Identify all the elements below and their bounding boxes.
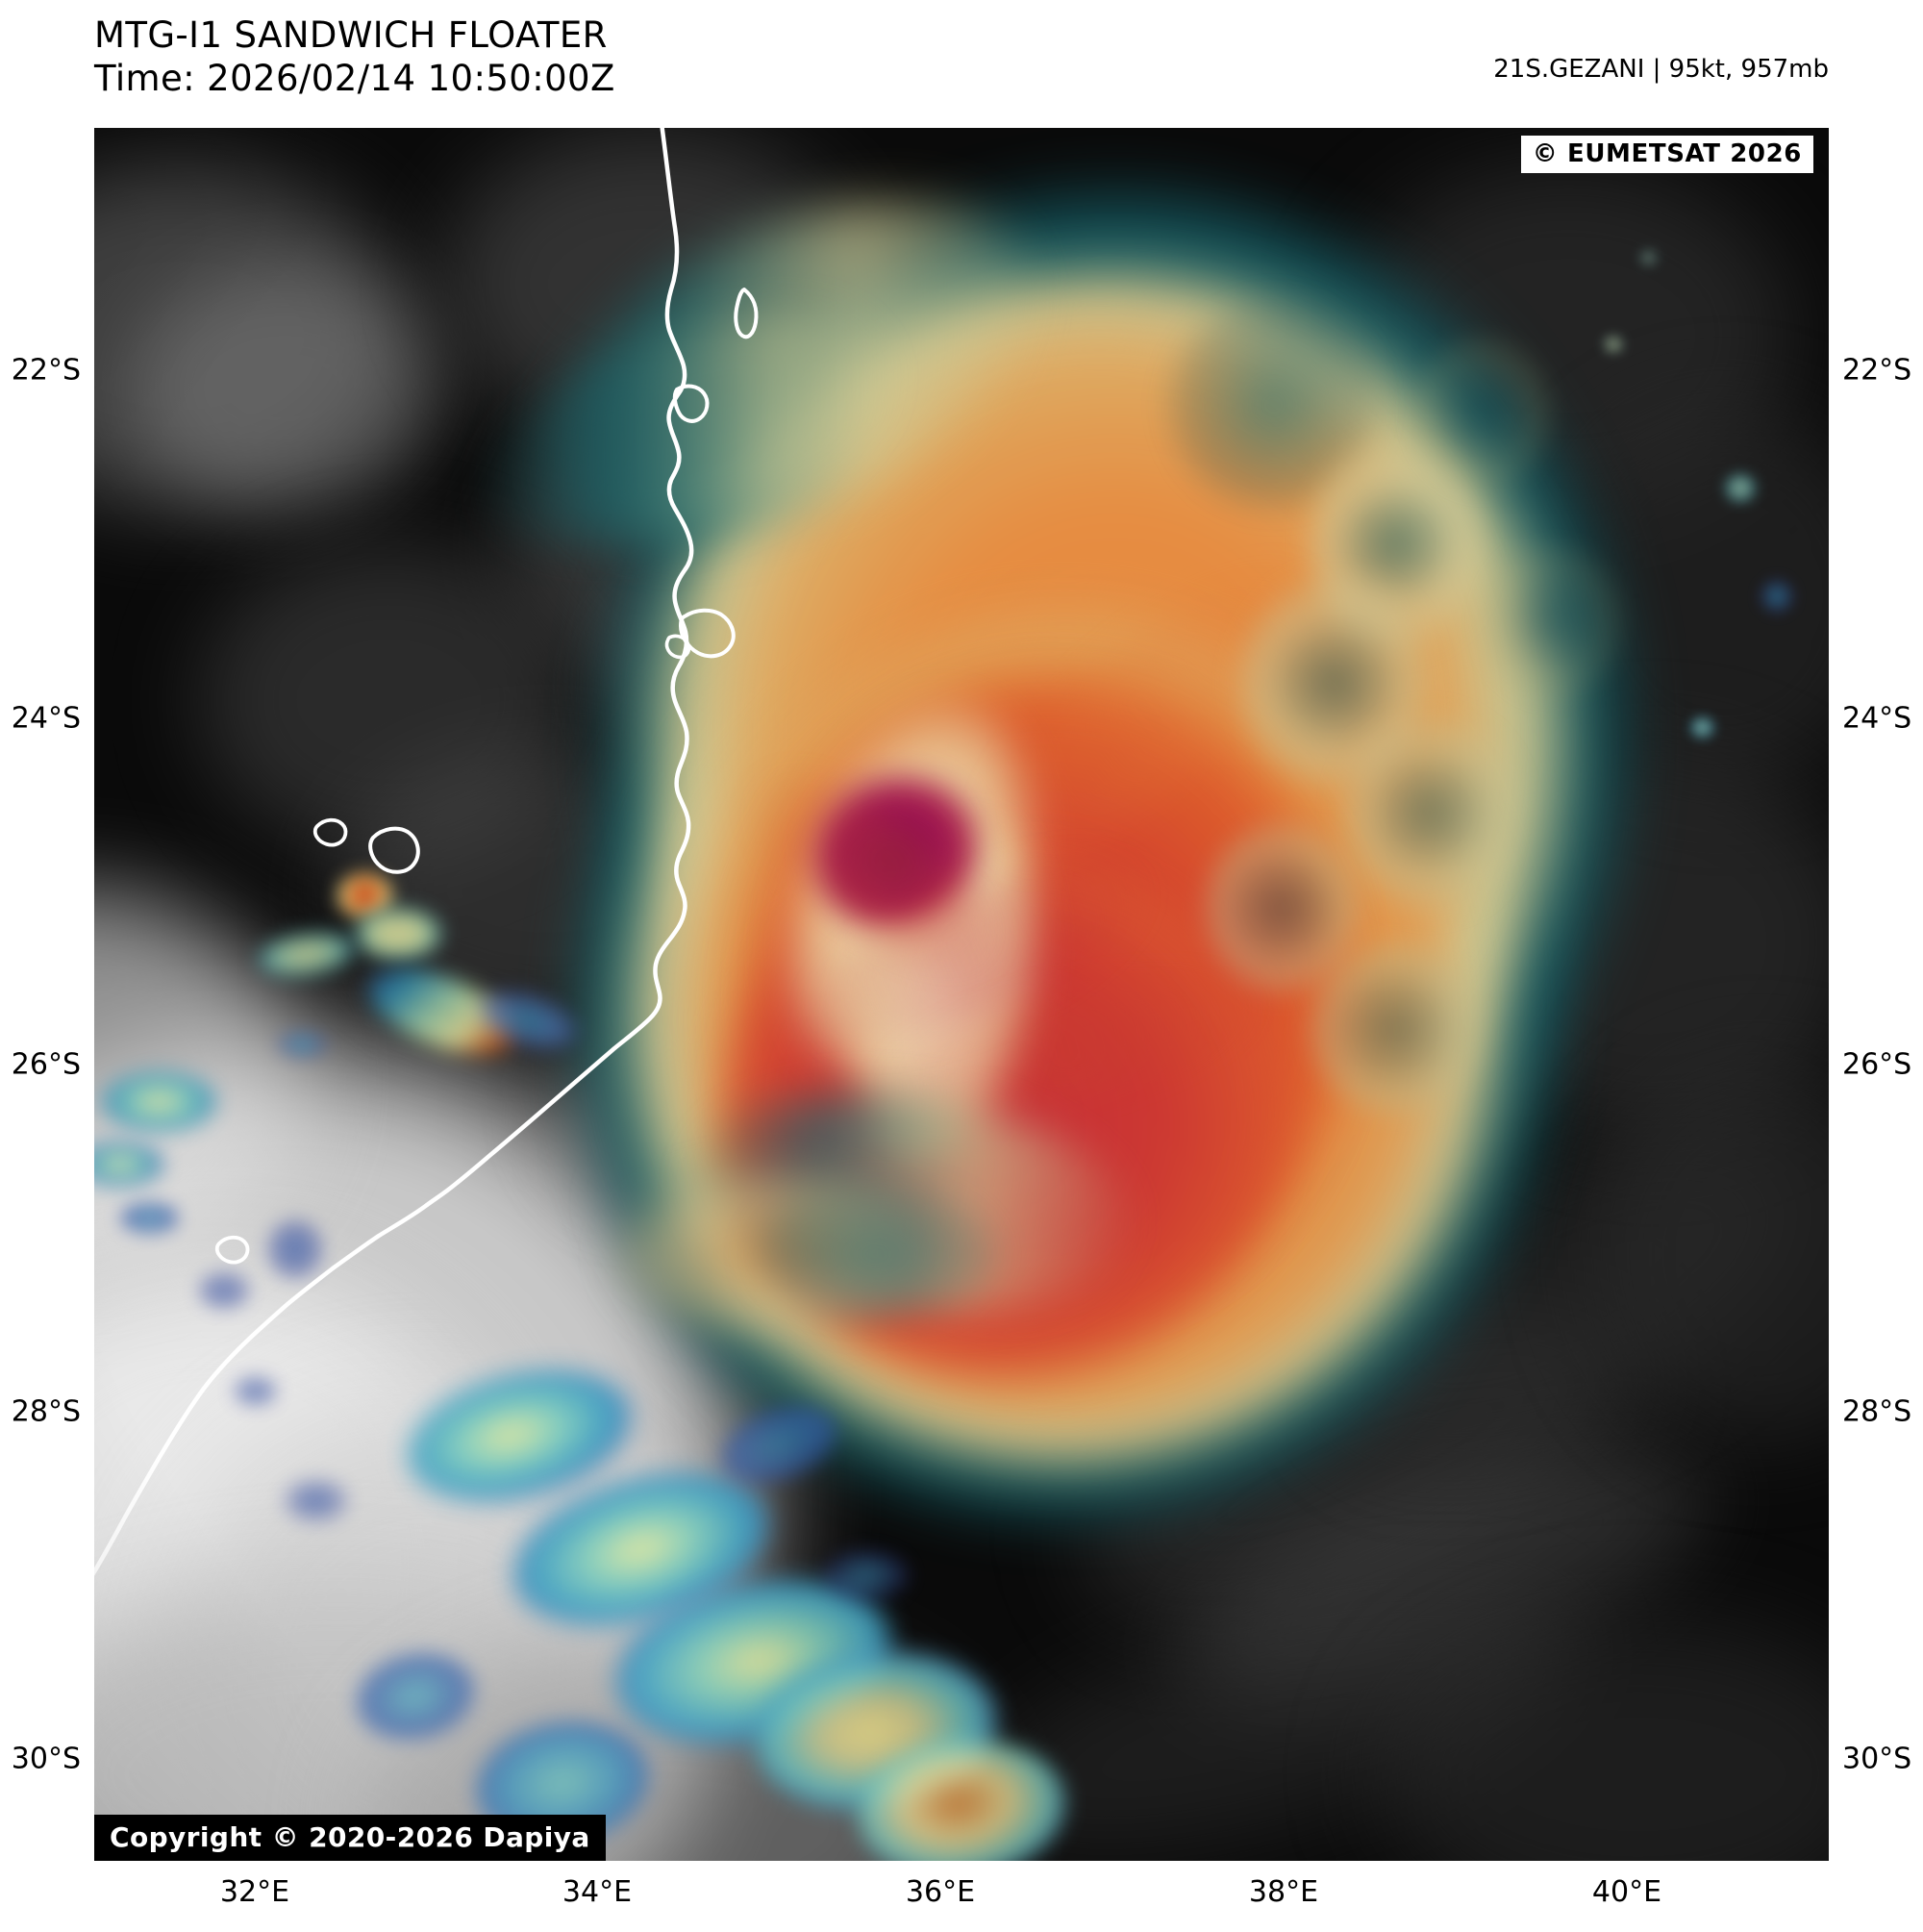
coastline-overlay — [94, 128, 1829, 1861]
timestamp-label: Time: 2026/02/14 10:50:00Z — [94, 58, 615, 100]
lat-label-right-26s: 26°S — [1842, 1047, 1912, 1082]
page-title: MTG-I1 SANDWICH FLOATER — [94, 14, 608, 56]
header-left: MTG-I1 SANDWICH FLOATER Time: 2026/02/14… — [94, 13, 615, 100]
storm-info-label: 21S.GEZANI | 95kt, 957mb — [1493, 55, 1829, 84]
lat-label-right-30s: 30°S — [1842, 1742, 1912, 1776]
lat-label-right-28s: 28°S — [1842, 1394, 1912, 1429]
lat-label-left-30s: 30°S — [11, 1742, 81, 1776]
lon-label-36e: 36°E — [905, 1875, 976, 1909]
lon-label-38e: 38°E — [1248, 1875, 1319, 1909]
lon-label-34e: 34°E — [562, 1875, 633, 1909]
sandwich-color-layer — [94, 128, 1829, 1861]
lat-label-left-26s: 26°S — [11, 1047, 81, 1082]
eumetsat-credit-badge: © EUMETSAT 2026 — [1520, 136, 1813, 173]
lat-label-right-24s: 24°S — [1842, 701, 1912, 736]
lon-label-32e: 32°E — [219, 1875, 290, 1909]
producer-credit-badge: Copyright © 2020-2026 Dapiya — [94, 1815, 606, 1861]
lat-label-left-22s: 22°S — [11, 353, 81, 388]
lat-label-left-24s: 24°S — [11, 701, 81, 736]
satellite-image: © EUMETSAT 2026 Copyright © 2020-2026 Da… — [94, 128, 1829, 1861]
lat-label-left-28s: 28°S — [11, 1394, 81, 1429]
lat-label-right-22s: 22°S — [1842, 353, 1912, 388]
lon-label-40e: 40°E — [1591, 1875, 1662, 1909]
